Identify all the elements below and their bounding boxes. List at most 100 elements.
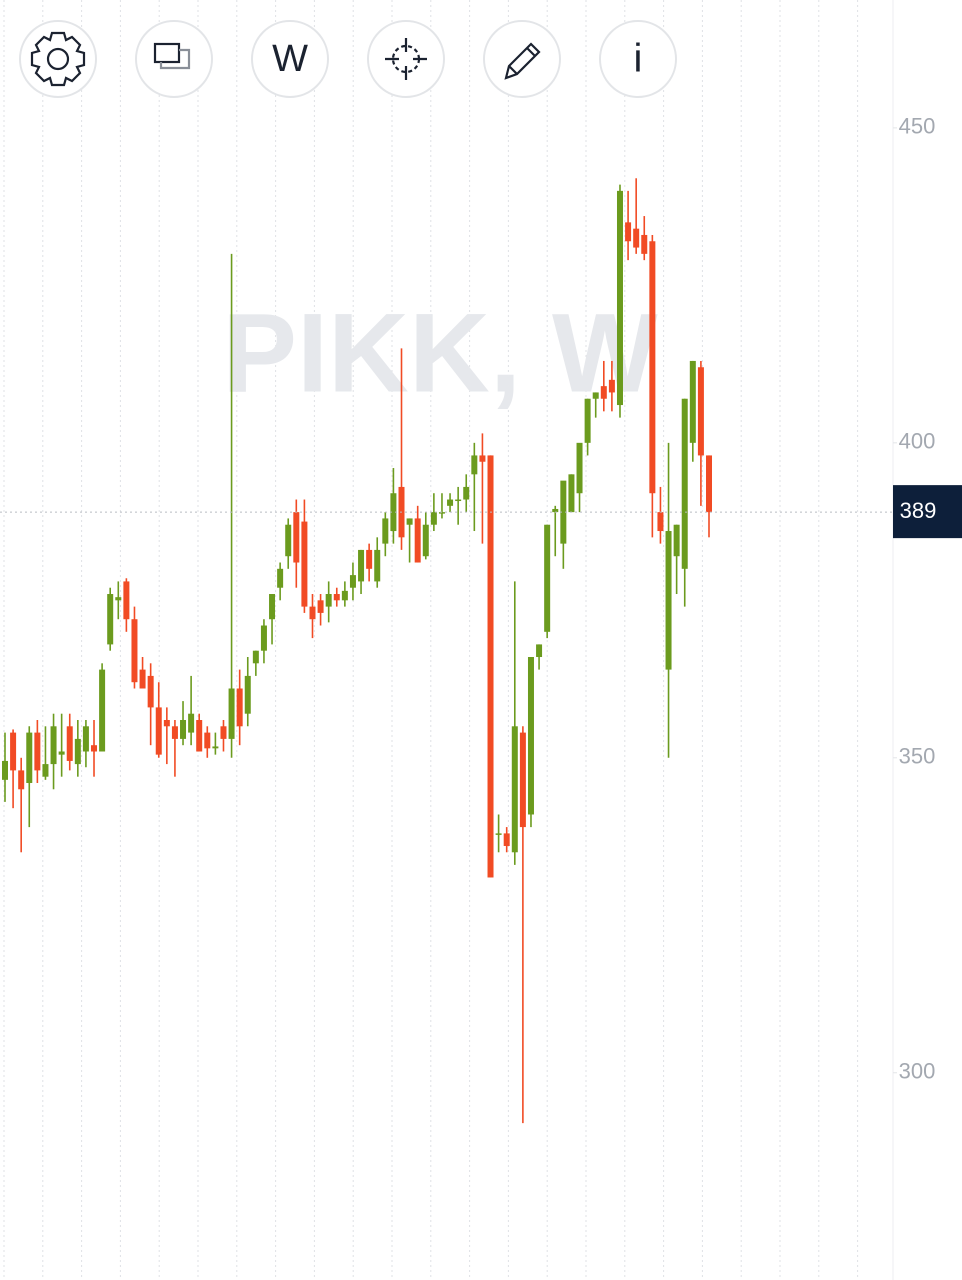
candle-body xyxy=(309,606,316,620)
window-icon-front xyxy=(153,42,181,64)
candle-body xyxy=(325,594,332,607)
candle-body xyxy=(66,726,73,761)
candle-body xyxy=(706,455,712,513)
candle-body xyxy=(665,531,672,670)
y-tick-label: 400 xyxy=(899,429,936,454)
candle-body xyxy=(544,524,551,632)
candle-body xyxy=(34,732,41,771)
info-button[interactable] xyxy=(599,20,677,98)
candle-body xyxy=(115,597,122,601)
candle-body xyxy=(10,732,17,771)
candle-body xyxy=(204,732,211,749)
y-tick-label: 350 xyxy=(899,744,936,769)
settings-button[interactable] xyxy=(19,20,97,98)
candle-body xyxy=(438,512,445,514)
candle-body xyxy=(487,455,494,878)
candle-body xyxy=(576,442,583,494)
candle-body xyxy=(277,568,284,588)
candle-body xyxy=(236,688,243,727)
candle-body xyxy=(536,644,543,658)
candle-body xyxy=(689,360,696,443)
toolbar xyxy=(19,20,677,98)
candle-body xyxy=(552,508,559,513)
candle-body xyxy=(139,669,146,689)
candle-body xyxy=(260,625,267,651)
watermark: PIKK, W xyxy=(222,291,658,416)
candle-body xyxy=(406,518,413,525)
candle-body xyxy=(42,764,49,777)
candle-body xyxy=(616,190,623,406)
candle-body xyxy=(503,833,510,846)
candle-body xyxy=(422,524,429,557)
candle-body xyxy=(301,521,308,607)
candle-body xyxy=(349,575,356,588)
vertical-grid xyxy=(3,0,859,1280)
toolbar-icons xyxy=(30,31,541,87)
compare-button[interactable] xyxy=(135,20,213,98)
pencil-icon xyxy=(504,42,541,80)
candle-body xyxy=(147,675,154,708)
candle-body xyxy=(479,455,486,462)
y-tick-label: 450 xyxy=(899,114,936,139)
crosshair-lines xyxy=(385,38,427,80)
candle-body xyxy=(171,726,178,739)
gear-hole xyxy=(46,47,70,71)
candle-body xyxy=(673,524,680,557)
candle-body xyxy=(382,518,389,544)
candle-body xyxy=(212,746,219,749)
candle-body xyxy=(99,669,106,752)
candle-body xyxy=(333,594,340,601)
candle-body xyxy=(341,590,348,601)
candle-body xyxy=(625,222,632,242)
candle-body xyxy=(527,657,534,815)
crosshair-button[interactable] xyxy=(367,20,445,98)
candle-body xyxy=(519,732,526,828)
candle-body xyxy=(228,688,235,739)
y-tick-label: 300 xyxy=(899,1059,936,1084)
candle-body xyxy=(269,594,276,620)
candle-body xyxy=(74,738,81,765)
candle-body xyxy=(430,512,437,525)
info-label: i xyxy=(634,37,643,81)
candle-body xyxy=(91,745,98,752)
candle-body xyxy=(366,549,373,569)
candle-body xyxy=(374,549,381,582)
interval-label: W xyxy=(272,38,308,80)
candle-body xyxy=(123,581,130,620)
candle-body xyxy=(220,726,227,739)
candle-body xyxy=(447,499,454,506)
candle-body xyxy=(163,720,170,727)
candle-body xyxy=(252,650,259,664)
candle-body xyxy=(131,619,138,683)
candle-body xyxy=(511,726,518,853)
candle-body xyxy=(293,512,300,563)
candle-body xyxy=(285,524,292,557)
interval-button[interactable] xyxy=(251,20,329,98)
candle-body xyxy=(681,398,688,569)
candle-body xyxy=(58,751,65,755)
candle-body xyxy=(697,367,704,456)
candle-body xyxy=(180,720,187,739)
candle-body xyxy=(584,398,591,443)
candle-body xyxy=(600,386,607,399)
candle-body xyxy=(2,760,8,780)
candle-body xyxy=(568,474,575,513)
candle-body xyxy=(471,455,478,475)
candle-body xyxy=(560,480,567,544)
candle-body xyxy=(495,833,502,835)
candle-body xyxy=(18,770,25,790)
candle-body xyxy=(50,726,57,765)
candle-body xyxy=(463,486,470,500)
window-icon-back xyxy=(159,48,191,70)
candle-body xyxy=(592,392,599,399)
price-axis: 300 350 400 450 389 xyxy=(0,114,962,1084)
candle-body xyxy=(657,512,664,532)
last-price-tag xyxy=(893,485,962,539)
candle-body xyxy=(633,228,640,248)
candle-body xyxy=(188,713,195,733)
candle-body xyxy=(455,499,462,502)
gear-icon xyxy=(30,31,86,87)
draw-button[interactable] xyxy=(483,20,561,98)
